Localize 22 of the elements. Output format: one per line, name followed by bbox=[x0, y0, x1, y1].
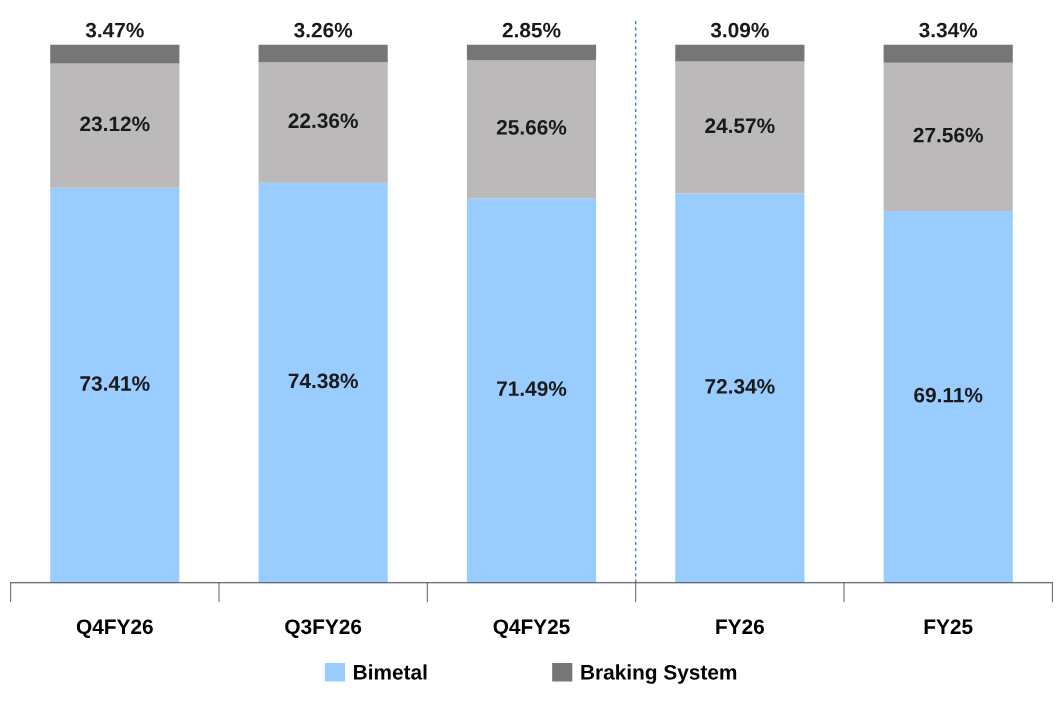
x-tick-label: Q3FY26 bbox=[285, 619, 362, 639]
legend-label: Braking System bbox=[581, 664, 737, 684]
data-label: 69.11% bbox=[914, 387, 983, 403]
data-label: 71.49% bbox=[497, 381, 567, 397]
data-label: 3.47% bbox=[85, 22, 144, 38]
data-label: 23.12% bbox=[80, 116, 150, 132]
x-tick-label: Q4FY26 bbox=[76, 619, 153, 639]
data-label: 24.57% bbox=[705, 118, 775, 134]
data-label: 3.34% bbox=[919, 22, 978, 38]
data-label: 3.09% bbox=[710, 22, 769, 38]
data-label: 72.34% bbox=[705, 379, 775, 394]
legend-label: Bimetal bbox=[354, 664, 427, 680]
x-tick-label: FY25 bbox=[924, 619, 973, 635]
x-tick-label: Q4FY25 bbox=[493, 619, 570, 639]
data-label: 22.36% bbox=[288, 113, 358, 129]
data-label: 25.66% bbox=[496, 120, 567, 135]
x-tick-label: FY26 bbox=[716, 619, 764, 635]
data-label: 73.41% bbox=[80, 376, 150, 391]
data-label: 2.85% bbox=[502, 22, 561, 38]
data-label: 3.26% bbox=[294, 22, 353, 38]
data-label: 27.56% bbox=[913, 127, 983, 143]
data-label: 74.38% bbox=[288, 373, 358, 389]
